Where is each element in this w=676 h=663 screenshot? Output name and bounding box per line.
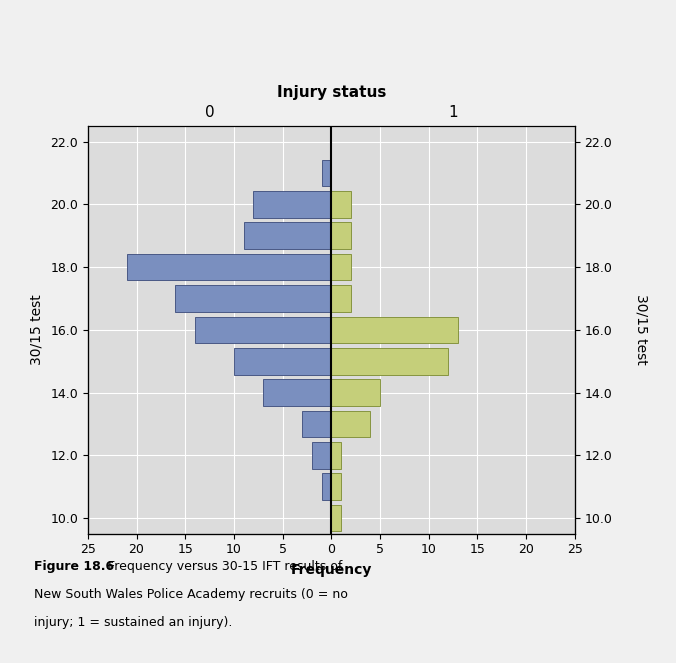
Bar [312,442,331,469]
Bar [331,285,351,312]
Bar [331,442,341,469]
Bar [331,410,370,438]
Bar [331,222,351,249]
Bar [195,316,331,343]
Bar [331,473,341,500]
Y-axis label: 30/15 test: 30/15 test [29,294,43,365]
Text: injury; 1 = sustained an injury).: injury; 1 = sustained an injury). [34,616,232,629]
Bar [254,191,331,217]
Bar [322,160,331,186]
Bar [331,316,458,343]
Text: New South Wales Police Academy recruits (0 = no: New South Wales Police Academy recruits … [34,588,347,601]
Bar [331,191,351,217]
X-axis label: Frequency: Frequency [291,564,372,577]
Bar [176,285,331,312]
Bar [127,254,331,280]
X-axis label: Injury status: Injury status [276,85,386,100]
Bar [302,410,331,438]
Bar [331,348,448,375]
Bar [331,379,380,406]
Bar [263,379,331,406]
Y-axis label: 30/15 test: 30/15 test [634,294,648,365]
Bar [234,348,331,375]
Bar [331,505,341,531]
Bar [331,254,351,280]
Bar [322,473,331,500]
Text: Frequency versus 30-15 IFT results of: Frequency versus 30-15 IFT results of [100,560,343,573]
Text: Figure 18.6: Figure 18.6 [34,560,114,573]
Bar [243,222,331,249]
